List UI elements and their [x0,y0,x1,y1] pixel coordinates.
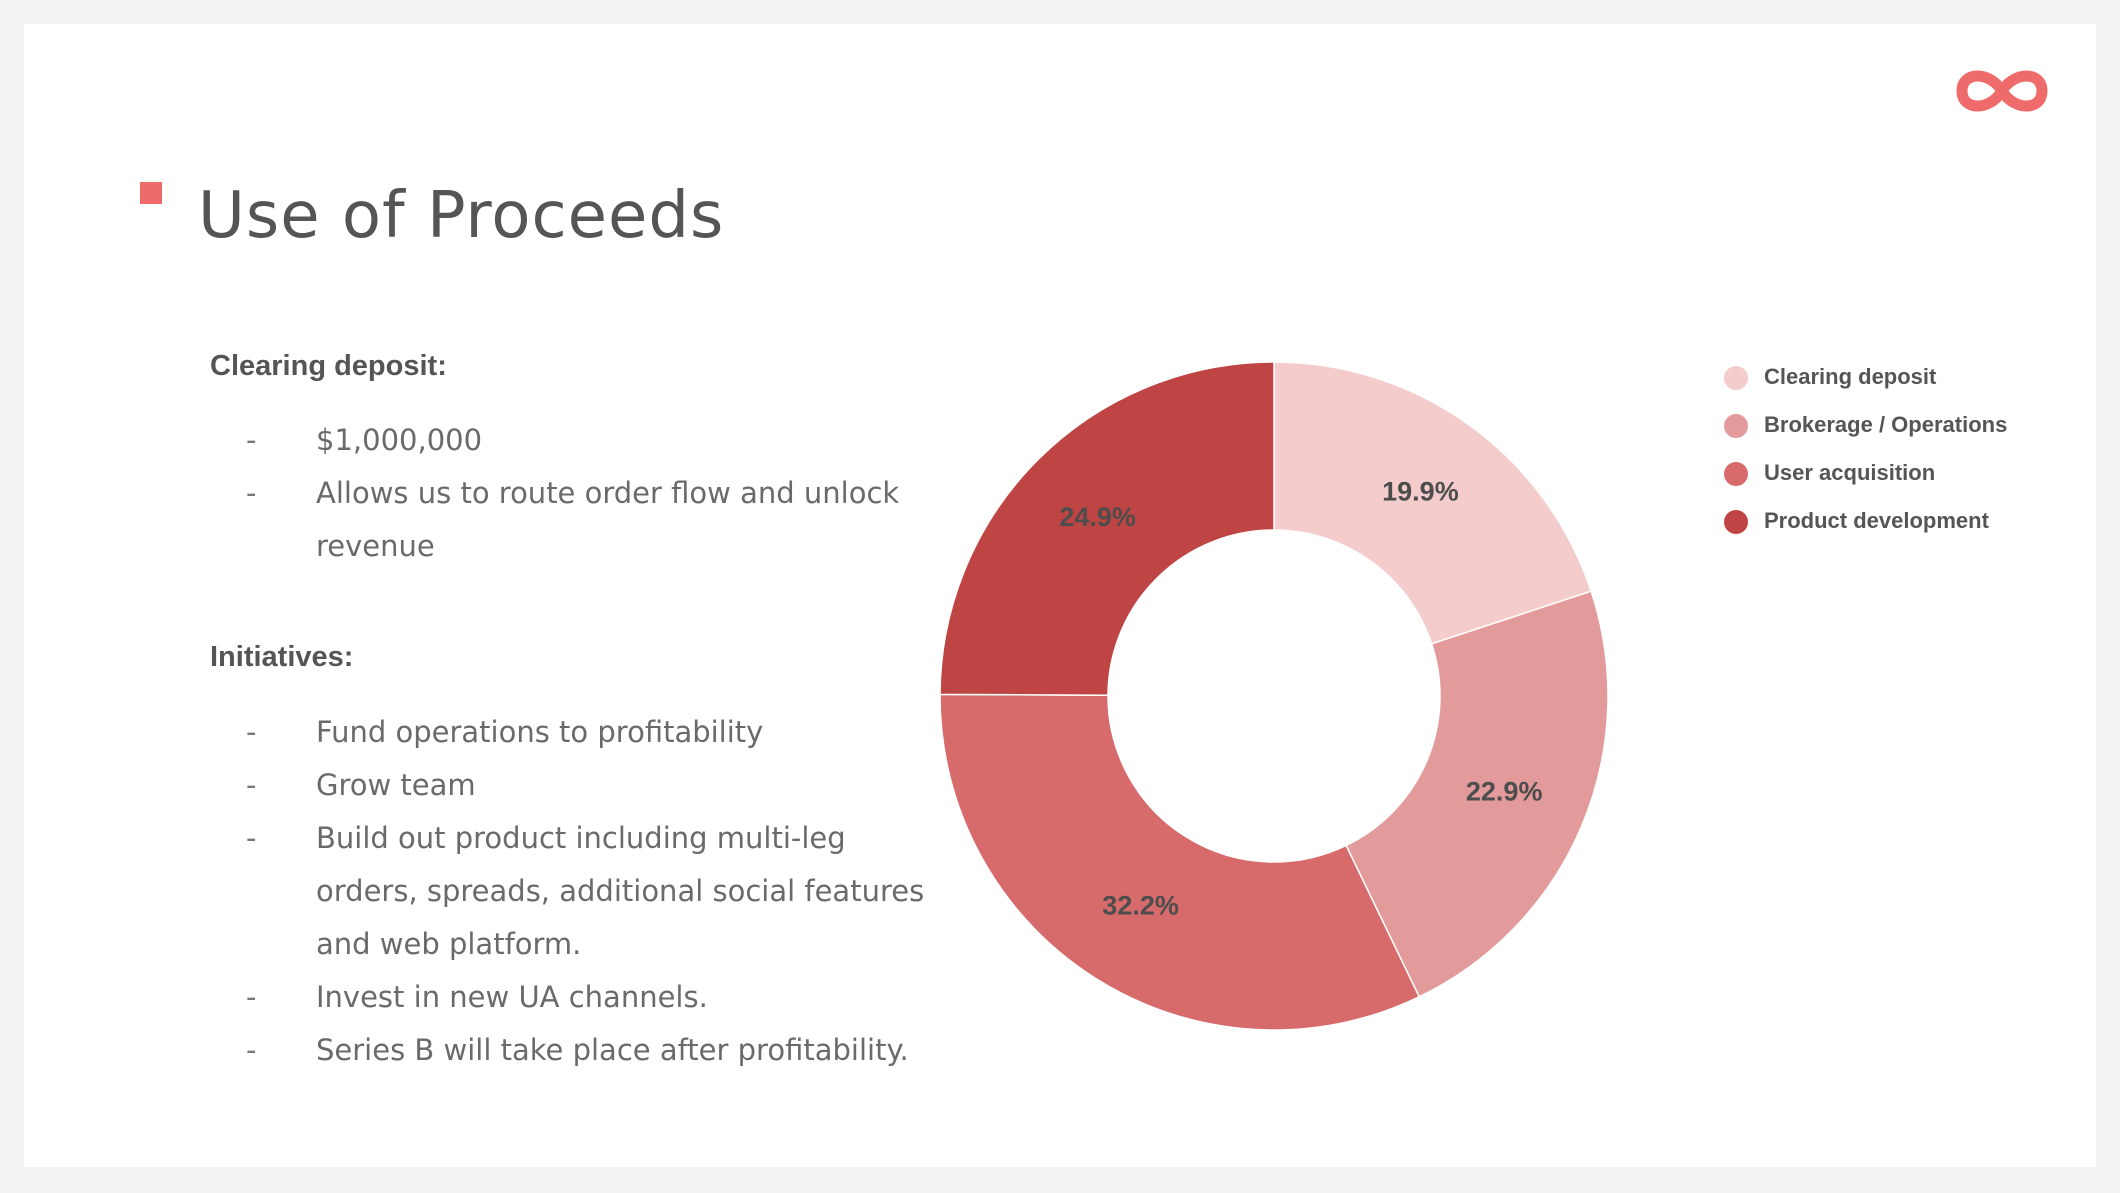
bullet-dash: - [246,476,257,510]
donut-slice [939,361,1275,696]
bullet-text: Build out product including multi-leg or… [316,821,925,961]
clearing-deposit-list: - $1,000,000 - Allows us to route order … [210,414,930,573]
list-item: - Grow team [210,759,930,812]
legend-label: User acquisition [1764,460,1936,485]
list-item: - Fund operations to profitability [210,706,930,759]
slice-label: 32.2% [1102,891,1179,921]
bullet-text: Allows us to route order flow and unlock… [316,476,900,563]
donut-slice [1345,590,1609,998]
donut-slice [1273,361,1593,645]
legend-label: Brokerage / Operations [1764,412,2008,437]
bullet-text: Series B will take place after profitabi… [316,1033,909,1067]
legend-label: Clearing deposit [1764,364,1937,389]
list-item: - Invest in new UA channels. [210,971,930,1024]
bullet-dash: - [246,980,257,1014]
initiatives-heading: Initiatives: [210,641,354,673]
page-title: Use of Proceeds [198,179,725,253]
title-accent-square [140,182,162,204]
list-item: - $1,000,000 [210,414,930,467]
list-item: - Series B will take place after profita… [210,1024,930,1077]
initiatives-list: - Fund operations to profitability - Gro… [210,706,930,1077]
bullet-dash: - [246,768,257,802]
slice-label: 24.9% [1059,502,1136,532]
slice-label: 22.9% [1466,777,1543,807]
bullet-dash: - [246,423,257,457]
legend-swatch [1724,414,1748,438]
legend-swatch [1724,462,1748,486]
donut-slice [939,693,1421,1031]
clearing-deposit-heading: Clearing deposit: [210,350,447,382]
legend-swatch [1724,366,1748,390]
list-item: - Allows us to route order flow and unlo… [210,467,930,573]
legend-swatch [1724,510,1748,534]
bullet-text: Fund operations to profitability [316,715,764,749]
bullet-text: Invest in new UA channels. [316,980,708,1014]
bullet-dash: - [246,715,257,749]
list-item: - Build out product including multi-leg … [210,812,930,971]
slide: Use of Proceeds Clearing deposit: - $1,0… [24,24,2096,1167]
infinity-icon [1956,70,2048,112]
slice-label: 19.9% [1382,477,1459,507]
bullet-text: Grow team [316,768,476,802]
legend-label: Product development [1764,508,1989,533]
bullet-text: $1,000,000 [316,423,483,457]
bullet-dash: - [246,1033,257,1067]
bullet-dash: - [246,821,257,855]
